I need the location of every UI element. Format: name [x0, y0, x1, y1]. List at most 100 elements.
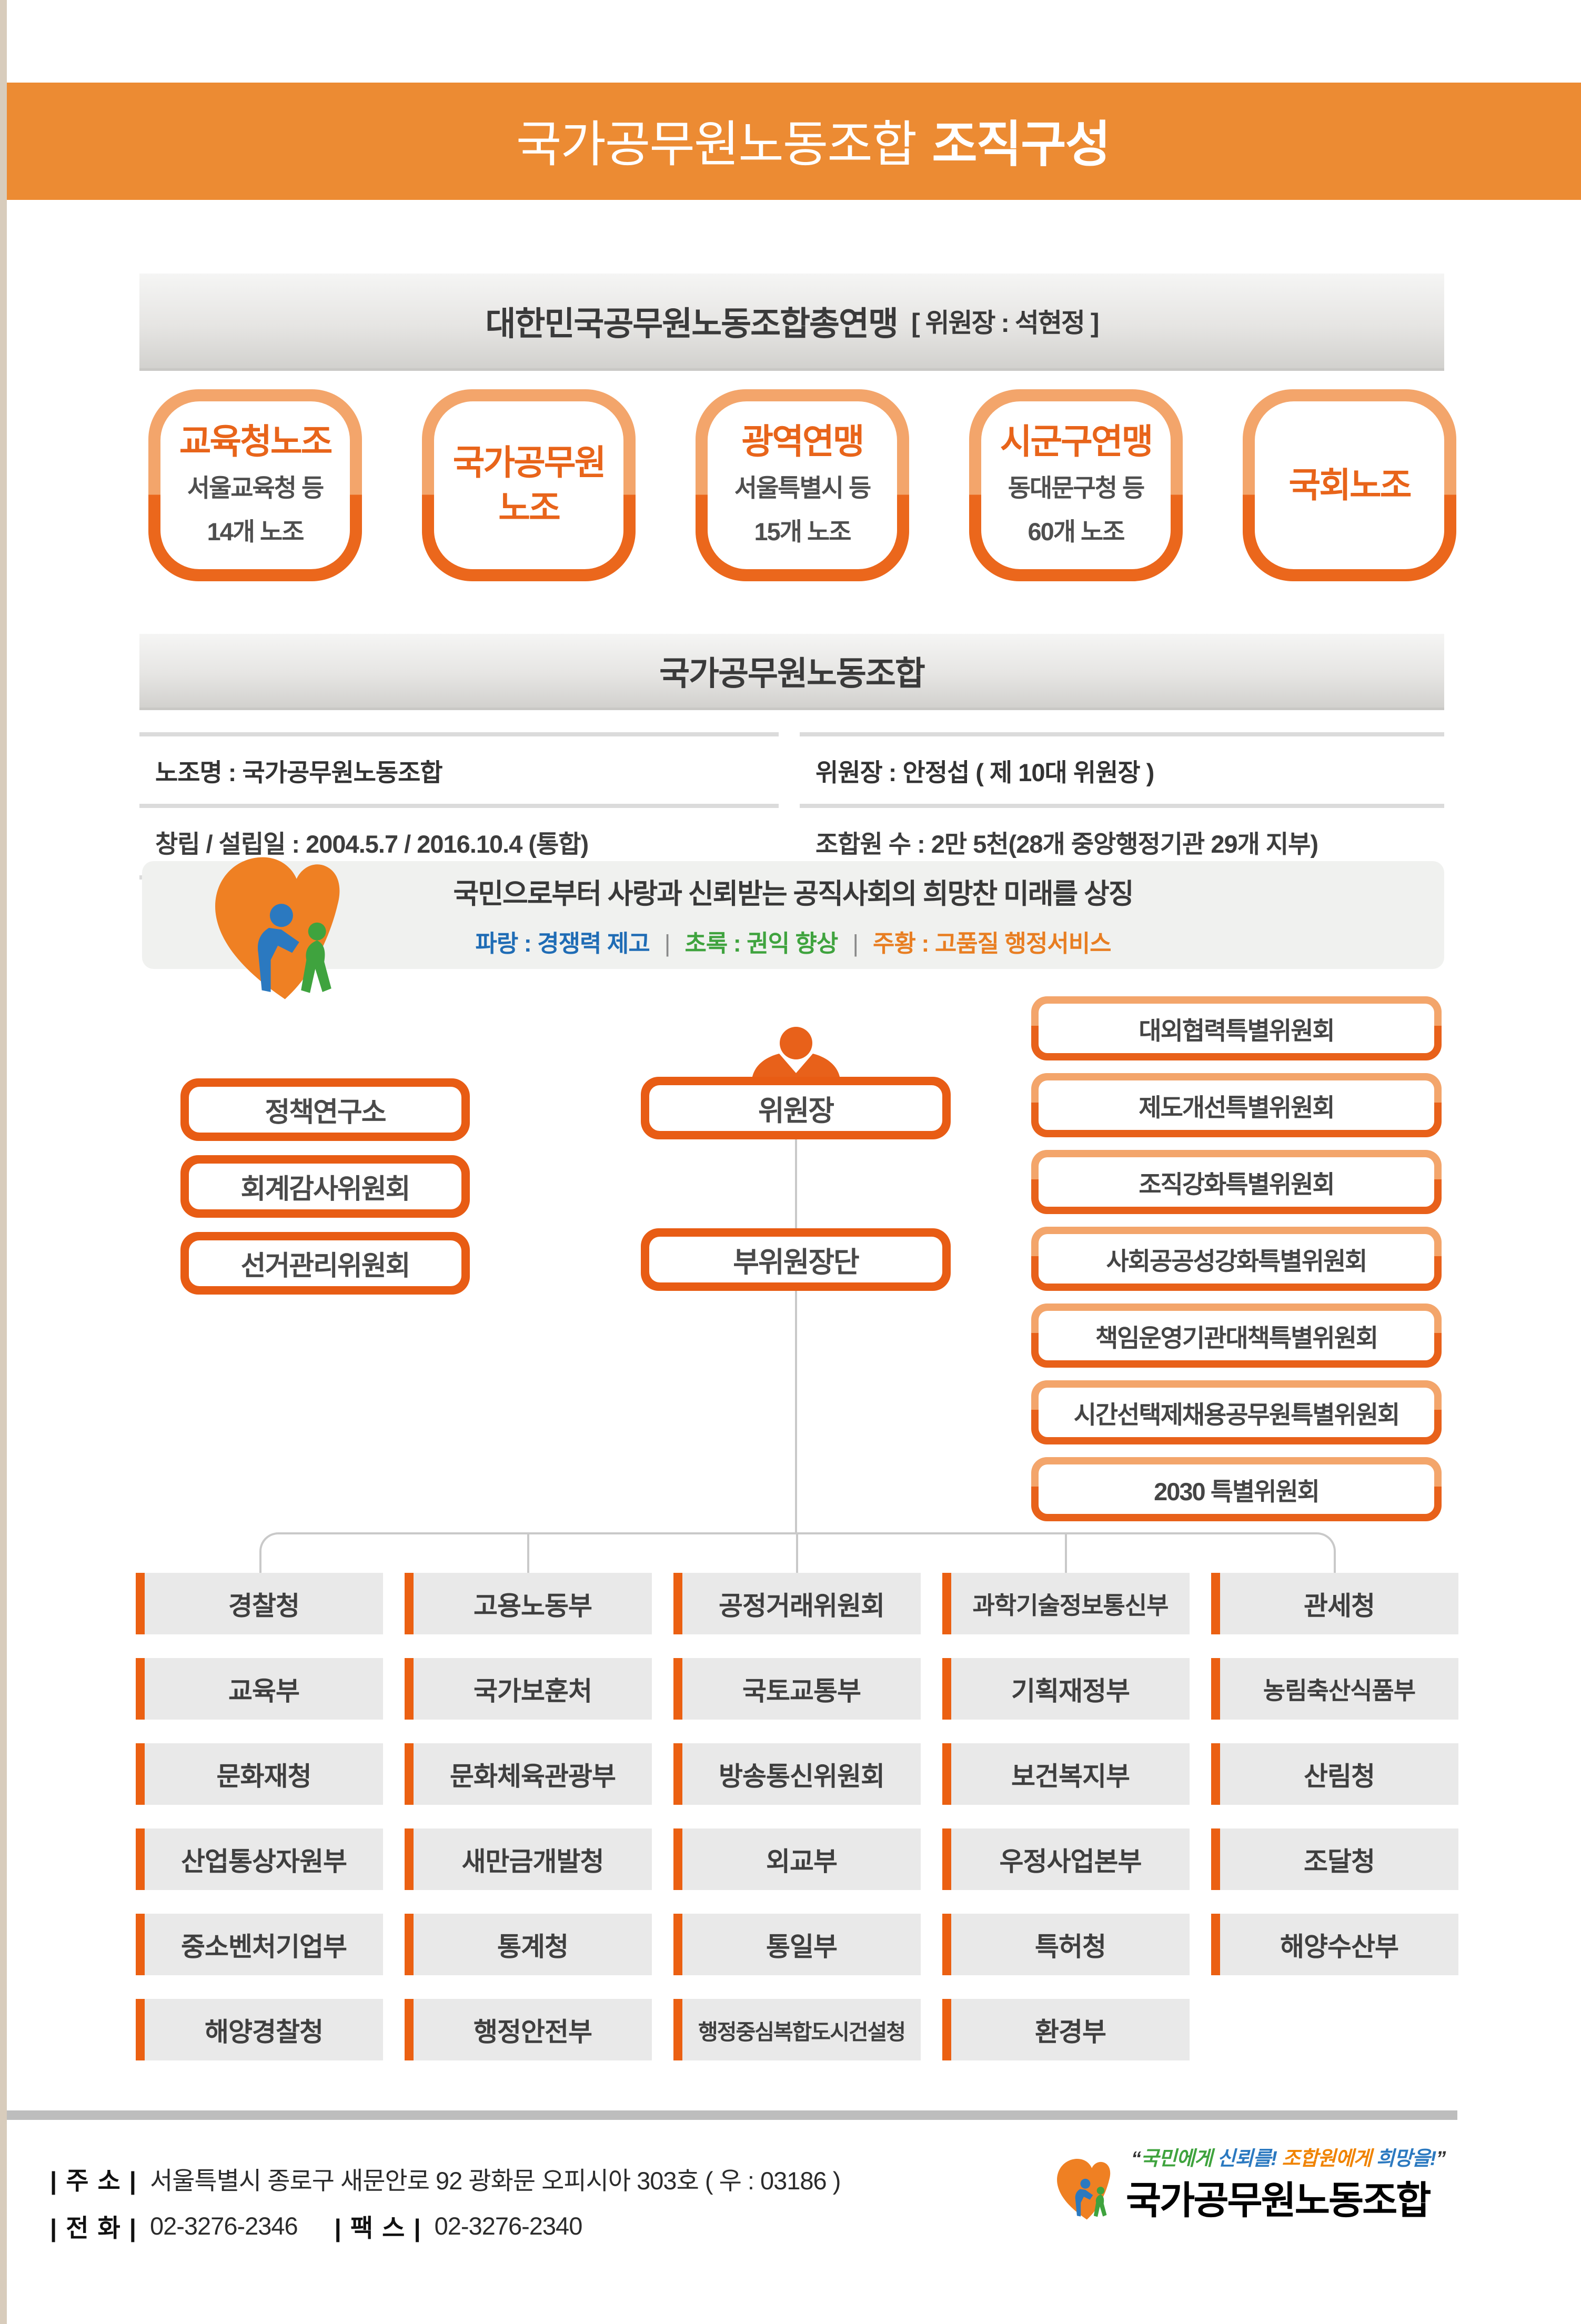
branch-box: 고용노동부 [405, 1573, 652, 1634]
branch-label: 환경부 [1035, 2017, 1106, 2047]
branch-box: 농림축산식품부 [1211, 1658, 1458, 1720]
branch-label: 방송통신위원회 [719, 1761, 885, 1791]
committee-label: 대외협력특별위원회 [1039, 1004, 1434, 1053]
quote-close: ” [1436, 2148, 1446, 2170]
phone-label: | 전 화 | [50, 2214, 137, 2242]
left-edge-strip [0, 0, 7, 2324]
quote-open: “ [1131, 2148, 1141, 2170]
branch-label: 통계청 [497, 1932, 569, 1962]
branch-box: 특허청 [942, 1914, 1190, 1975]
union-count: 15개 노조 [754, 518, 851, 546]
union-sub: 동대문구청 등 [1008, 474, 1145, 502]
connector-stub [796, 1532, 798, 1573]
committee-box: 책임운영기관대책특별위원회 [1031, 1304, 1442, 1368]
branch-box: 산림청 [1211, 1743, 1458, 1805]
union-capsule: 국가공무원 노조 [422, 389, 636, 581]
table-divider [139, 732, 779, 736]
branch-label: 새만금개발청 [461, 1846, 605, 1876]
footer-separator [7, 2110, 1457, 2120]
branch-label: 문화체육관광부 [450, 1761, 616, 1791]
vice-chairmen-box: 부위원장단 [641, 1228, 951, 1291]
connector-vice-grid [795, 1290, 797, 1534]
slogan-part: 희망을! [1376, 2148, 1437, 2170]
fax-label: | 팩 스 | [334, 2214, 422, 2242]
title-banner: 국가공무원노동조합 조직구성 [7, 83, 1581, 200]
symbol-headline: 국민으로부터 사랑과 신뢰받는 공직사회의 희망찬 미래를 상징 [453, 878, 1134, 910]
branch-label: 해양경찰청 [205, 2017, 324, 2047]
union-count: 60개 노조 [1028, 518, 1125, 546]
branch-box: 관세청 [1211, 1573, 1458, 1634]
legend-green: 초록 : 권익 향상 [684, 930, 838, 957]
committee-label: 제도개선특별위원회 [1039, 1080, 1434, 1130]
branch-label: 외교부 [766, 1846, 838, 1876]
branch-box: 기획재정부 [942, 1658, 1190, 1720]
union-capsule: 광역연맹 서울특별시 등 15개 노조 [696, 389, 909, 581]
branch-box: 보건복지부 [942, 1743, 1190, 1805]
branch-label: 우정사업본부 [999, 1846, 1142, 1876]
union-sub: 서울교육청 등 [187, 474, 324, 502]
slogan-part: 신뢰를! [1217, 2148, 1282, 2170]
branch-box: 환경부 [942, 1999, 1190, 2060]
legend-separator: | [664, 930, 671, 957]
committee-box: 사회공공성강화특별위원회 [1031, 1227, 1442, 1291]
branch-label: 중소벤처기업부 [181, 1932, 347, 1962]
banner-orange-shape [7, 83, 1581, 200]
table-cell-founded: 창립 / 설립일 : 2004.5.7 / 2016.10.4 (통합) [155, 830, 589, 858]
branch-box: 행정중심복합도시건설청 [673, 1999, 921, 2060]
branch-label: 기획재정부 [1011, 1676, 1130, 1706]
branch-label: 조달청 [1304, 1846, 1375, 1876]
page-title-bold: 조직구성 [932, 116, 1111, 171]
connector-chairman-vice [795, 1138, 797, 1230]
connector-stub [527, 1532, 529, 1573]
symbol-strip: 국민으로부터 사랑과 신뢰받는 공직사회의 희망찬 미래를 상징 파랑 : 경쟁… [142, 861, 1444, 969]
committee-box: 조직강화특별위원회 [1031, 1150, 1442, 1214]
table-divider [139, 804, 779, 808]
union-name: 광역연맹 [741, 421, 865, 461]
committee-box: 제도개선특별위원회 [1031, 1073, 1442, 1137]
footer-address-line: | 주 소 | 서울특별시 종로구 새문안로 92 광화문 오피시아 303호 … [50, 2156, 841, 2201]
branch-label: 보건복지부 [1011, 1761, 1130, 1791]
branch-box: 통일부 [673, 1914, 921, 1975]
footer-contact-line: | 전 화 | 02-3276-2346 | 팩 스 | 02-3276-234… [50, 2203, 582, 2248]
address-value: 서울특별시 종로구 새문안로 92 광화문 오피시아 303호 ( 우 : 03… [149, 2166, 841, 2195]
union-heart-logo [215, 857, 340, 999]
branch-label: 국토교통부 [742, 1676, 861, 1706]
branch-label: 관세청 [1304, 1591, 1375, 1621]
chairman-person-icon [752, 1027, 840, 1079]
branch-label: 고용노동부 [474, 1591, 592, 1621]
branch-box: 통계청 [405, 1914, 652, 1975]
slogan-part: 국민에게 [1141, 2148, 1217, 2170]
branch-box: 방송통신위원회 [673, 1743, 921, 1805]
union-capsule: 국회노조 [1243, 389, 1456, 581]
slogan-part: 조합원에게 [1282, 2148, 1376, 2170]
connector-stub [1065, 1532, 1067, 1573]
federation-title: 대한민국공무원노동조합총연맹 [485, 305, 899, 342]
footer-heart-logo [1057, 2158, 1111, 2220]
phone-value: 02-3276-2346 [149, 2211, 298, 2240]
branch-box: 문화체육관광부 [405, 1743, 652, 1805]
branch-label: 공정거래위원회 [719, 1591, 885, 1621]
branch-label: 산업통상자원부 [181, 1846, 347, 1876]
union-name: 시군구연맹 [1000, 421, 1154, 461]
committee-label: 사회공공성강화특별위원회 [1039, 1234, 1434, 1284]
branch-label: 행정안전부 [474, 2017, 592, 2047]
federation-chairman-note: [ 위원장 : 석현정 ] [911, 308, 1100, 338]
committee-box: 시간선택제채용공무원특별위원회 [1031, 1380, 1442, 1444]
union-capsule: 교육청노조 서울교육청 등 14개 노조 [148, 389, 362, 581]
chairman-label: 위원장 [649, 1085, 942, 1131]
committee-label: 2030 특별위원회 [1039, 1464, 1434, 1514]
vice-chairmen-label: 부위원장단 [649, 1237, 942, 1282]
committee-box: 2030 특별위원회 [1031, 1457, 1442, 1521]
branch-box: 조달청 [1211, 1828, 1458, 1890]
union-sub: 서울특별시 등 [734, 474, 871, 502]
union-count: 14개 노조 [207, 518, 304, 546]
branch-label: 농림축산식품부 [1263, 1676, 1416, 1704]
branch-box: 교육부 [136, 1658, 383, 1720]
branch-box: 우정사업본부 [942, 1828, 1190, 1890]
branch-box: 국토교통부 [673, 1658, 921, 1720]
committee-label: 시간선택제채용공무원특별위원회 [1039, 1388, 1434, 1437]
table-cell-members: 조합원 수 : 2만 5천(28개 중앙행정기관 29개 지부) [815, 830, 1318, 858]
union-name: 국가공무원 [452, 443, 607, 482]
committee-label: 조직강화특별위원회 [1039, 1157, 1434, 1207]
